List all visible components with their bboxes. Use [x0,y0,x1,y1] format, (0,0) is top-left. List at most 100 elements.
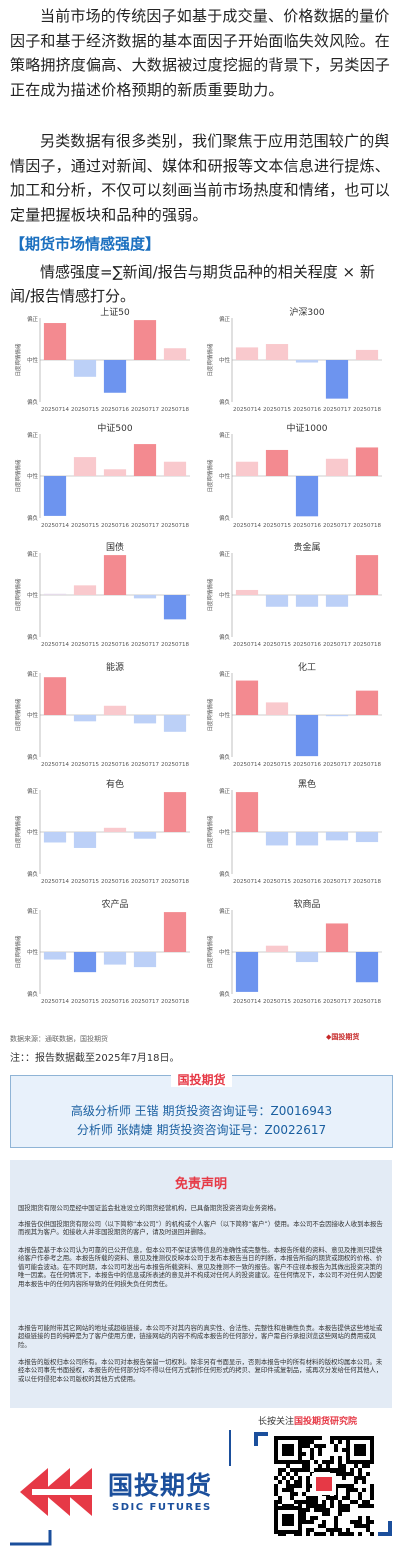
qr-module [370,1496,374,1500]
y-tick-label: 中性 [27,948,39,956]
bar [73,715,97,722]
qr-module [350,1484,354,1488]
qr-module [354,1524,358,1528]
y-axis-label: 日度舆情情绪 [14,935,22,969]
qr-module [342,1472,346,1476]
bar [133,444,157,476]
qr-module [310,1520,314,1524]
qr-module [274,1492,278,1496]
chart-title: 贵金属 [293,541,320,553]
qr-module [294,1492,298,1496]
qr-module [342,1504,346,1508]
qr-module [338,1504,342,1508]
bar [163,461,187,476]
qr-code[interactable] [270,1432,378,1538]
qr-module [306,1440,310,1444]
qr-module [362,1464,366,1468]
qr-module [330,1496,334,1500]
qr-module [318,1532,322,1536]
bar [133,832,157,839]
y-tick-label: 中性 [27,472,39,480]
qr-module [346,1472,350,1476]
qr-module [306,1464,310,1468]
qr-module [310,1504,314,1508]
source-logo-text: 国投期货 [331,1033,360,1041]
qr-module [302,1444,306,1448]
qr-module [338,1468,342,1472]
qr-module [338,1460,342,1464]
follow-prefix: 长按关注 [258,1417,295,1427]
qr-module [310,1452,314,1456]
y-tick-label: 偏负 [27,990,39,998]
qr-module [358,1520,362,1524]
qr-module [346,1496,350,1500]
disclaimer-title: 免责声明 [174,1177,227,1192]
bar [103,360,127,393]
org-name: 国投期货 [171,1073,232,1087]
y-tick-label: 中性 [219,356,231,364]
qr-module [322,1460,326,1464]
formula-text: 情感强度=∑新闻/报告与期货品种的相关程度 × 新闻/报告情感打分。 [10,263,375,305]
y-tick-label: 偏负 [27,514,39,522]
bar [325,595,349,607]
bar [43,952,67,960]
y-tick-label: 偏正 [27,787,39,795]
qr-module [334,1516,338,1520]
x-tick-label: 20250718 [161,642,189,648]
qr-module [346,1504,350,1508]
bar [73,832,97,848]
qr-module [326,1496,330,1500]
y-tick-label: 偏负 [27,753,39,761]
qr-module [358,1492,362,1496]
qr-module [310,1436,314,1440]
x-tick-label: 20250717 [131,879,159,885]
qr-module [370,1484,374,1488]
intro-paragraph-2: 另类数据有很多类别，我们聚焦于应用范围较广的舆情因子，通过对新闻、媒体和研报等文… [10,132,391,224]
x-tick-label: 20250714 [41,762,69,768]
qr-module [350,1532,354,1536]
bar [295,715,319,757]
qr-module [310,1456,314,1460]
bar [295,360,319,363]
qr-module [302,1436,306,1440]
x-tick-label: 20250716 [293,523,321,529]
x-tick-label: 20250716 [101,879,129,885]
qr-module [338,1508,342,1512]
qr-module [362,1500,366,1504]
x-tick-label: 20250717 [131,999,159,1005]
sdic-logo-icon [20,1468,102,1516]
intro-paragraph-1: 当前市场的传统因子如基于成交量、价格数据的量价因子和基于经济数据的基本面因子开始… [10,7,391,99]
bar [265,702,289,715]
qr-module [358,1524,362,1528]
qr-module [290,1488,294,1492]
qr-module [326,1468,330,1472]
x-tick-label: 20250716 [101,407,129,413]
y-tick-label: 偏正 [27,550,39,558]
bar [265,449,289,476]
x-tick-label: 20250714 [233,762,261,768]
data-source: 数据来源：通联数据，国投期货 [10,1035,108,1043]
x-tick-label: 20250718 [353,407,381,413]
qr-module [330,1468,334,1472]
qr-center-logo [316,1477,332,1491]
qr-module [358,1472,362,1476]
bar [325,923,349,952]
bar [325,715,349,717]
bar [325,832,349,841]
qr-module [334,1468,338,1472]
qr-module [338,1464,342,1468]
analyst-box-header: 国投期货 [11,1069,392,1088]
qr-module [294,1484,298,1488]
qr-module [302,1492,306,1496]
bar [103,705,127,715]
qr-module [310,1500,314,1504]
qr-module [338,1484,342,1488]
bar [355,555,379,595]
qr-module [306,1496,310,1500]
chart-title: 有色 [106,778,124,790]
